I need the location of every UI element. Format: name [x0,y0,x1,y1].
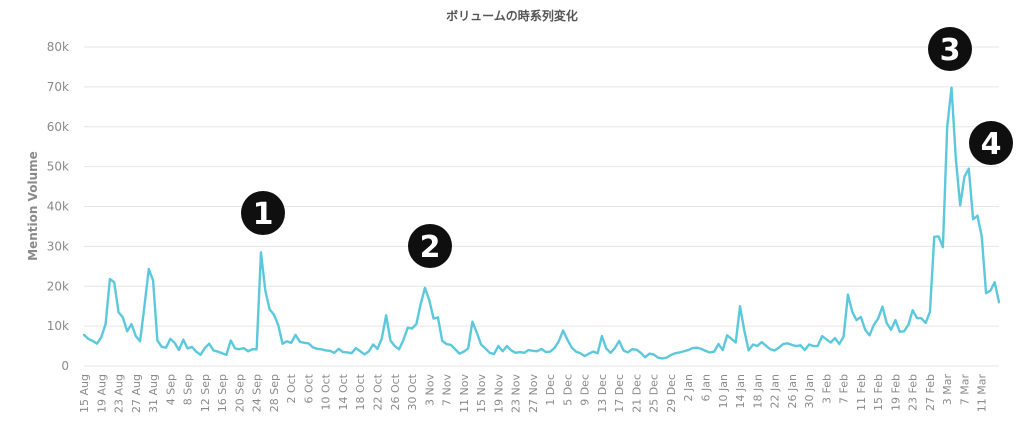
x-tick-label: 23 Nov [510,374,523,413]
x-tick-label: 23 Feb [907,374,920,411]
x-tick-label: 19 Nov [492,374,505,413]
x-tick-label: 15 Nov [475,374,488,413]
x-tick-label: 17 Dec [613,374,626,413]
x-tick-label: 1 Dec [544,374,557,406]
x-tick-label: 3 Feb [820,374,833,404]
annotation-marker-4: 4 [969,121,1013,165]
x-tick-label: 29 Dec [665,374,678,413]
x-tick-label: 18 Oct [354,373,367,410]
y-axis-label: Mention Volume [26,151,40,261]
x-tick-label: 6 Oct [302,373,315,403]
x-tick-label: 11 Nov [458,374,471,413]
x-tick-label: 2 Oct [285,373,298,403]
grid-lines [84,46,999,367]
x-tick-label: 30 Jan [803,374,816,408]
x-tick-label: 12 Sep [199,374,212,412]
x-tick-label: 28 Sep [268,374,281,412]
chart-title: ボリュームの時系列変化 [446,9,578,23]
y-tick-label: 30k [47,239,69,253]
x-tick-label: 15 Feb [872,374,885,411]
annotation-marker-1: 1 [241,191,285,235]
y-tick-label: 70k [47,80,69,94]
x-tick-label: 26 Jan [786,374,799,408]
x-tick-label: 15 Aug [78,374,91,413]
annotation-marker-3: 3 [928,27,972,71]
x-tick-label: 25 Dec [648,374,661,413]
x-tick-label: 27 Nov [527,374,540,413]
x-tick-label: 10 Oct [320,373,333,410]
annotation-marker-4-circle [969,121,1013,165]
y-tick-label: 10k [47,319,69,333]
x-tick-label: 26 Oct [389,373,402,410]
annotation-marker-4-label: 4 [981,127,1002,162]
annotation-marker-2-circle [408,224,452,268]
x-tick-label: 14 Oct [337,373,350,410]
x-tick-label: 11 Mar [976,374,989,413]
x-tick-label: 31 Aug [147,374,160,413]
x-tick-label: 21 Dec [630,374,643,413]
x-tick-label: 7 Feb [838,374,851,404]
x-tick-label: 11 Feb [855,374,868,411]
x-tick-label: 18 Jan [751,374,764,408]
x-tick-label: 30 Oct [406,373,419,410]
annotation-marker-3-circle [928,27,972,71]
annotation-marker-3-label: 3 [940,33,961,68]
x-tick-label: 20 Sep [233,374,246,412]
x-tick-label: 27 Aug [130,374,143,413]
x-tick-label: 14 Jan [734,374,747,408]
x-tick-label: 16 Sep [216,374,229,412]
x-tick-label: 10 Jan [717,374,730,408]
y-tick-label: 40k [47,200,69,214]
y-tick-label: 0 [61,359,69,373]
x-tick-label: 2 Jan [682,374,695,401]
annotation-marker-1-label: 1 [253,197,274,232]
x-tick-label: 4 Sep [164,374,177,405]
x-tick-label: 24 Sep [251,374,264,412]
annotation-marker-2: 2 [408,224,452,268]
x-tick-label: 7 Nov [441,374,454,406]
x-tick-label: 27 Feb [924,374,937,411]
x-tick-label: 23 Aug [113,374,126,413]
y-tick-label: 20k [47,279,69,293]
x-tick-label: 19 Aug [95,374,108,413]
y-tick-label: 50k [47,160,69,174]
x-tick-label: 22 Oct [371,373,384,410]
x-tick-label: 3 Nov [423,374,436,406]
x-tick-label: 8 Sep [182,374,195,405]
y-tick-label: 60k [47,120,69,134]
mention-volume-series-line [82,86,1001,360]
x-tick-label: 7 Mar [958,374,971,406]
y-axis-ticks: 0 10k 20k 30k 40k 50k 60k 70k 80k [47,40,69,373]
x-tick-label: 3 Mar [941,374,954,406]
annotation-marker-1-circle [241,191,285,235]
annotation-marker-2-label: 2 [420,230,441,265]
x-tick-label: 5 Dec [561,374,574,406]
y-tick-label: 80k [47,40,69,54]
x-tick-label: 22 Jan [769,374,782,408]
x-axis-ticks: 15 Aug 19 Aug 23 Aug 27 Aug 31 Aug 4 Sep 8 Sep… [78,373,989,413]
x-tick-label: 13 Dec [596,374,609,413]
x-tick-label: 9 Dec [579,374,592,406]
x-tick-label: 19 Feb [889,374,902,411]
x-tick-label: 6 Jan [700,374,713,401]
